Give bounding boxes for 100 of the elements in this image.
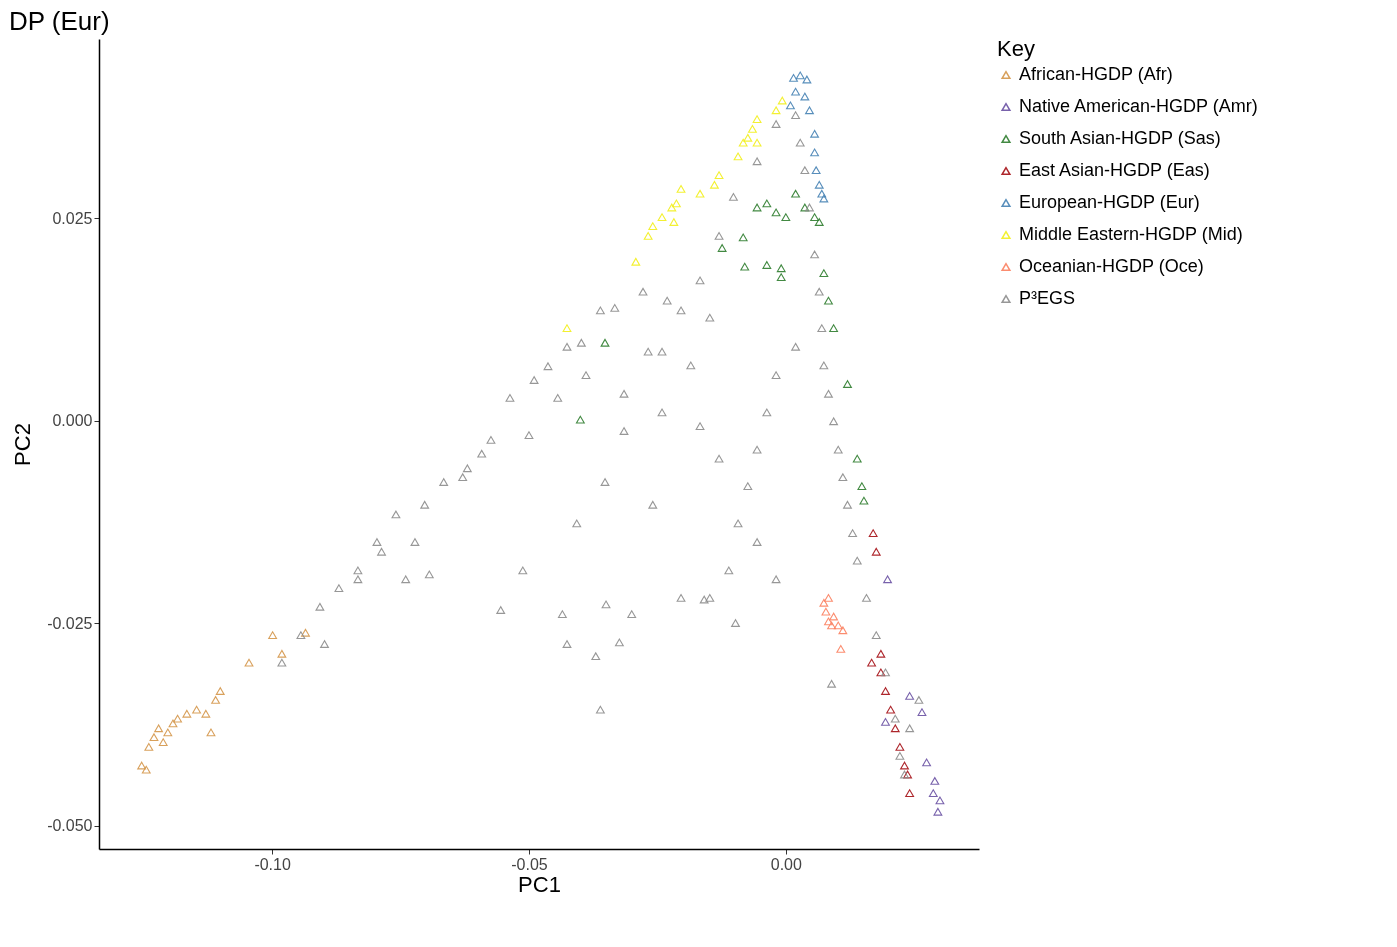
point [824,296,833,305]
point [268,631,278,640]
point [669,218,679,226]
point [928,789,938,798]
chart-title: DP (Eur) [9,6,110,36]
point [738,233,748,242]
point [158,738,168,746]
y-tick-label: 0.000 [52,412,93,430]
point [149,733,159,742]
point [752,203,762,212]
point [917,708,927,717]
x-tick-label: -0.05 [511,855,548,873]
point [824,617,833,626]
point [868,529,878,537]
point [876,668,886,677]
legend-label: European-HGDP (Eur) [1019,192,1200,212]
point [695,189,705,198]
point [144,743,154,751]
point [743,133,753,142]
point [717,244,727,252]
point [800,203,810,212]
point [833,621,843,630]
point [781,213,791,222]
point [829,324,839,333]
x-tick-label: 0.00 [770,855,803,873]
point [643,231,653,240]
point [905,692,915,700]
point [771,106,781,115]
legend-label: P³EGS [1019,288,1076,308]
point [814,218,824,226]
point [748,125,757,133]
point [802,75,812,84]
point [821,607,831,616]
point [810,213,820,222]
legend-label: Oceanian-HGDP (Oce) [1019,256,1204,276]
point [805,106,814,115]
point [631,257,641,266]
point [154,724,164,733]
point [930,777,940,785]
point [819,194,829,203]
point [867,658,877,667]
point [740,262,750,271]
point [206,728,216,737]
y-tick-label: -0.050 [47,817,93,835]
point [776,264,786,273]
point [244,658,254,667]
point [838,626,848,635]
legend-label: Middle Eastern-HGDP (Mid) [1019,224,1243,244]
point [903,770,913,779]
point [814,180,824,189]
point [881,717,890,726]
point [836,645,846,653]
point [824,594,833,602]
point [811,166,821,175]
point [883,575,892,584]
point [648,222,658,231]
point [791,189,801,198]
point [852,454,862,463]
point [819,598,829,607]
point [752,115,762,124]
point [676,184,686,193]
point [886,705,896,714]
legend-title: Key [997,36,1035,61]
point [137,761,147,770]
point [895,743,905,751]
point [935,796,945,805]
legend-label: East Asian-HGDP (Eas) [1019,160,1210,180]
x-axis-title: PC1 [518,871,561,897]
point [890,724,900,733]
point [829,612,839,621]
point [201,709,211,718]
point [657,213,667,222]
point [211,696,221,704]
point [752,138,762,147]
point [922,758,932,767]
point [827,621,836,630]
legend-label: South Asian-HGDP (Sas) [1019,128,1221,148]
point [762,261,772,269]
point [786,101,795,110]
point [881,687,890,695]
point [819,269,829,277]
point [933,807,943,816]
point [810,148,820,157]
point [876,649,886,658]
legend-label: African-HGDP (Afr) [1019,64,1173,84]
x-tick-label: -0.10 [254,855,291,873]
point [789,73,798,82]
point [600,338,610,347]
point [277,649,287,658]
point [791,87,801,96]
point [215,687,225,695]
point [800,92,810,101]
point [871,547,881,556]
point [672,199,681,208]
point [900,761,909,770]
point [905,789,915,798]
point [562,324,572,333]
point [667,203,677,212]
point [733,152,743,161]
point [575,415,585,424]
